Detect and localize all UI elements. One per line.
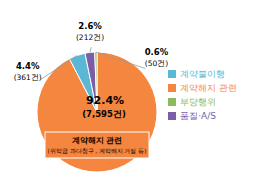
svg-text:(361건): (361건) [14,73,42,82]
svg-text:(위약금 과다청구 , 계약해지 거절 등): (위약금 과다청구 , 계약해지 거절 등) [48,148,147,154]
svg-text:(50건): (50건) [145,59,168,68]
html-text:품질·A/S: 품질·A/S [180,110,216,121]
svg-text:4.4%: 4.4% [16,61,40,71]
svg-text:92.4%: 92.4% [86,94,124,107]
html-text:계약해지 관련: 계약해지 관련 [180,82,237,93]
svg-text:(212건): (212건) [76,33,104,42]
svg-text:0.6%: 0.6% [145,47,169,57]
svg-text:(7,595건): (7,595건) [82,109,126,119]
html-text:계약불이행: 계약불이행 [180,68,226,79]
svg-text:계약해지 관련: 계약해지 관련 [72,136,123,145]
html-text:부당행위: 부당행위 [180,96,217,107]
svg-text:2.6%: 2.6% [78,21,102,31]
